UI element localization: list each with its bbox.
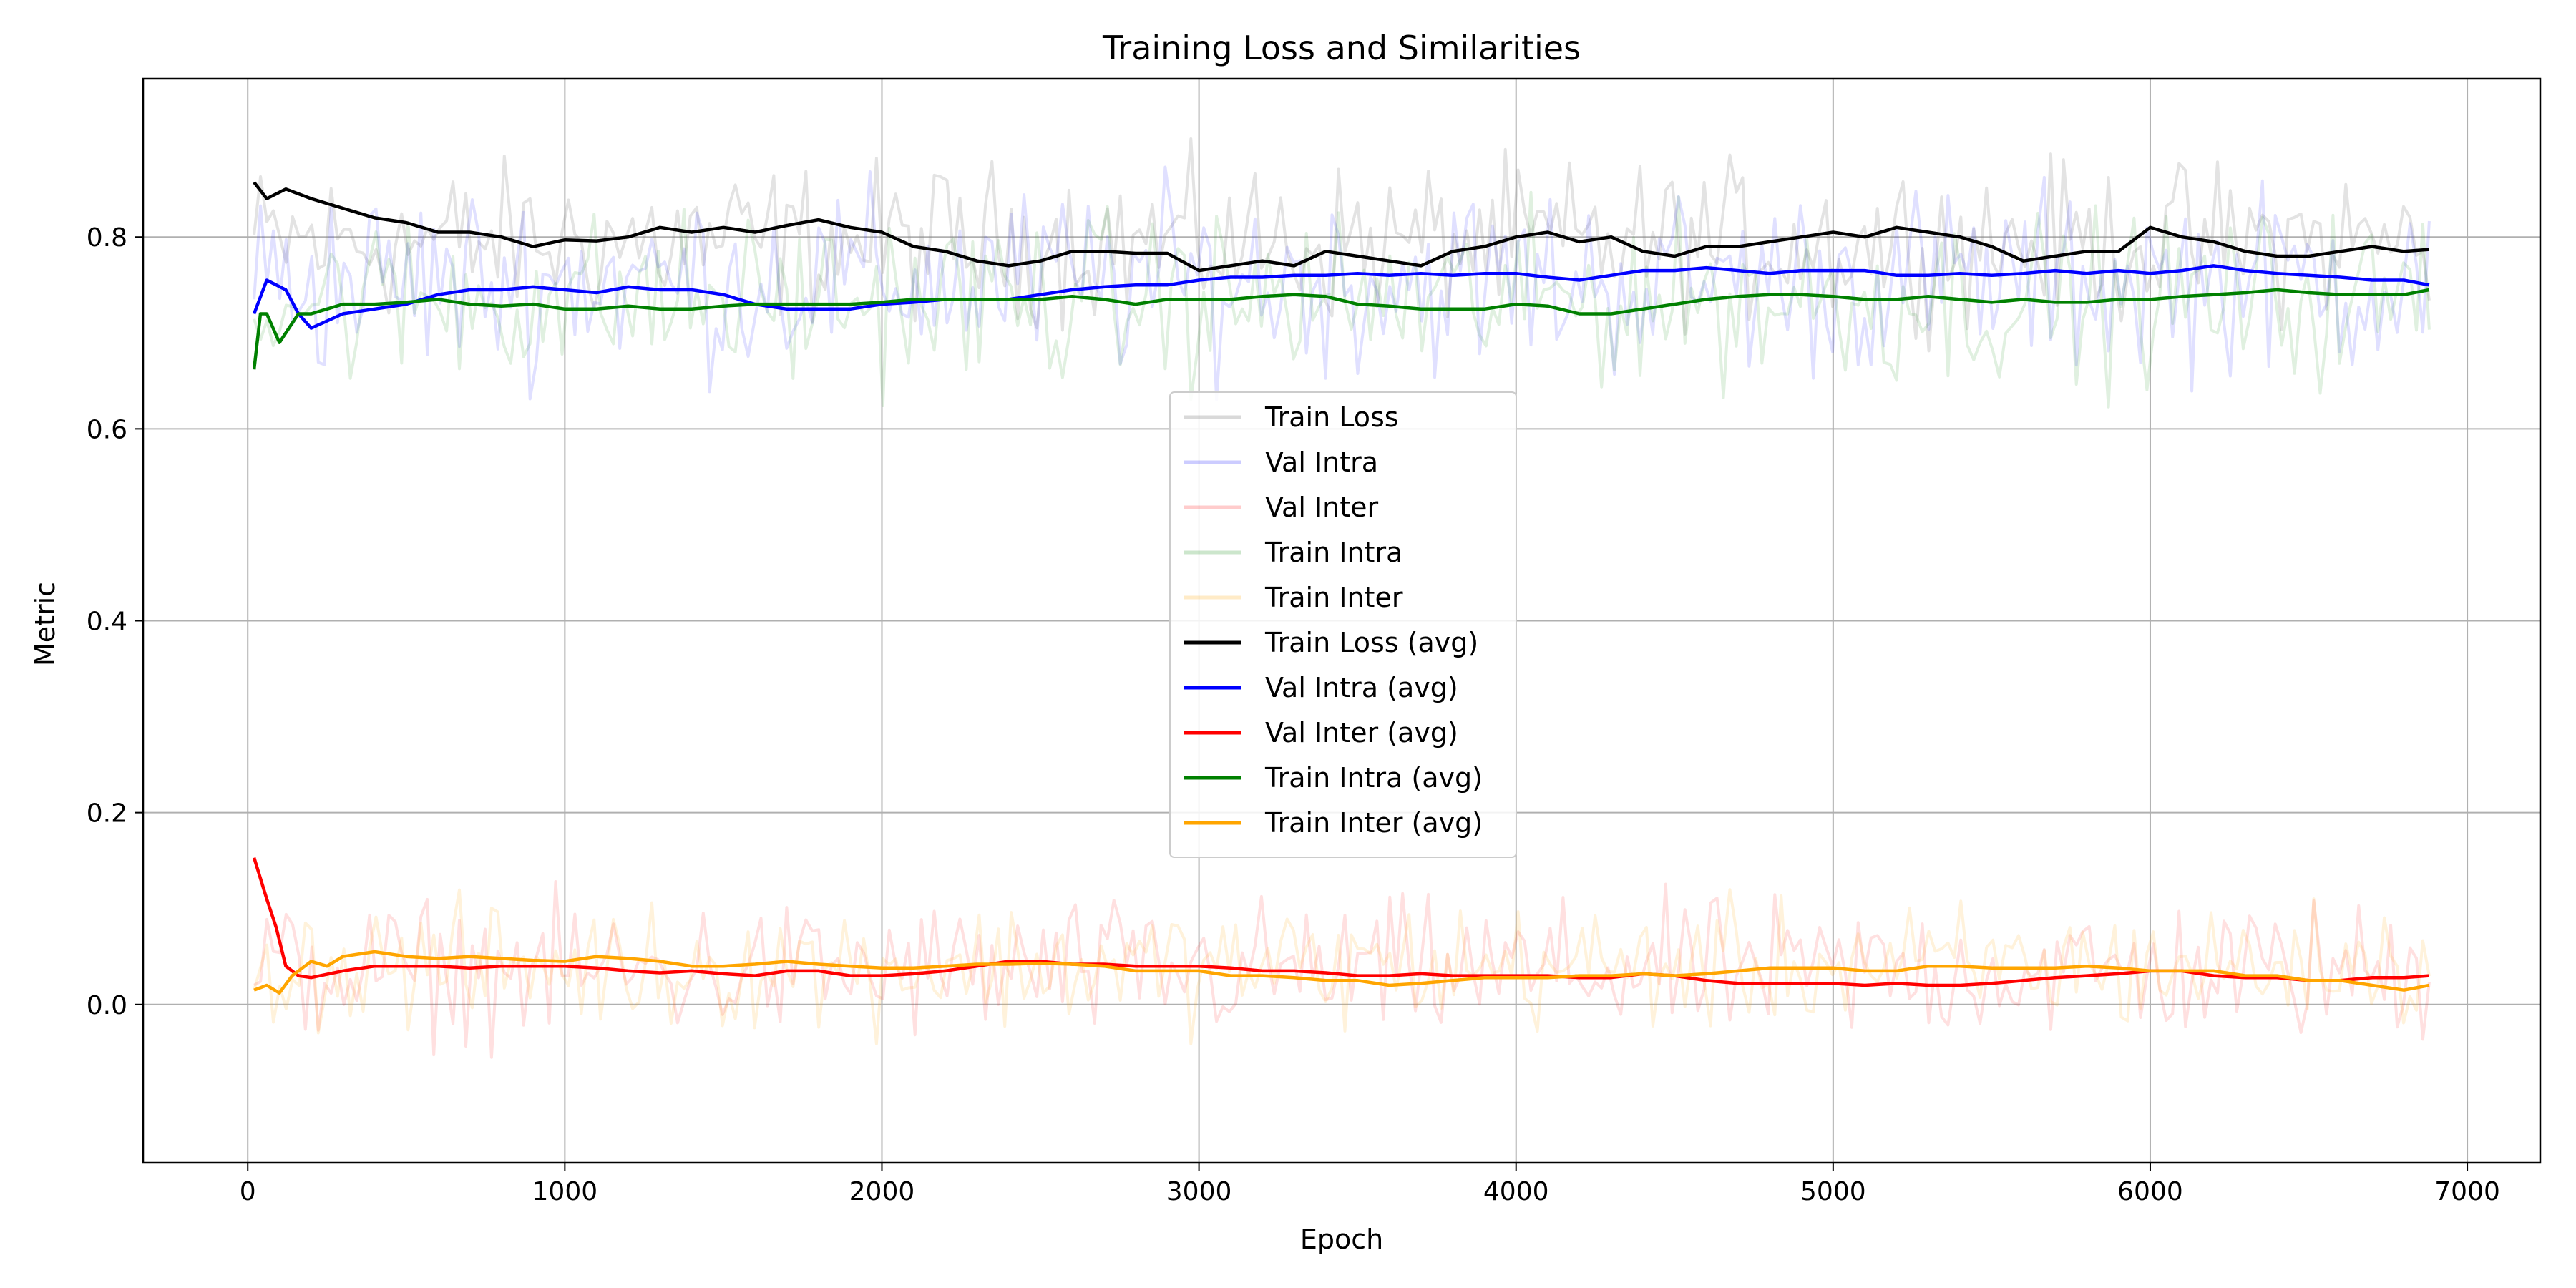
x-tick-label: 0: [240, 1177, 256, 1206]
x-tick-label: 2000: [849, 1177, 915, 1206]
legend-label: Val Inter (avg): [1265, 717, 1458, 748]
legend: Train Loss Val Intra Val Inter Train Intra T…: [1169, 391, 1517, 858]
ticks: 0 1000 2000 3000 4000 5000 6000 7000 0.0 0.2 0.4 0.…: [87, 223, 2500, 1206]
avg-series-line: [252, 288, 2430, 370]
x-tick-label: 7000: [2434, 1177, 2500, 1206]
y-tick-label: 0.2: [87, 799, 127, 829]
y-tick-label: 0.4: [87, 608, 127, 637]
y-tick-label: 0.0: [87, 991, 127, 1020]
x-tick-label: 1000: [532, 1177, 598, 1206]
avg-series-line: [252, 857, 2430, 987]
y-tick-label: 0.6: [87, 415, 127, 444]
legend-label: Val Intra: [1265, 447, 1378, 478]
x-tick-label: 4000: [1483, 1177, 1549, 1206]
raw-series-layer: [253, 137, 2431, 1059]
legend-label: Train Loss: [1264, 401, 1399, 433]
avg-series-line: [253, 950, 2430, 995]
legend-label: Train Inter (avg): [1264, 807, 1483, 839]
avg-series-layer: [252, 181, 2430, 995]
legend-label: Train Intra (avg): [1264, 762, 1483, 794]
chart-title: Training Loss and Similarities: [1102, 29, 1581, 67]
y-axis-label: Metric: [29, 582, 61, 666]
x-tick-label: 5000: [1800, 1177, 1866, 1206]
x-axis-label: Epoch: [1300, 1224, 1383, 1255]
legend-label: Train Loss (avg): [1264, 627, 1478, 658]
legend-label: Val Inter: [1265, 492, 1379, 523]
raw-series-line: [253, 880, 2431, 1059]
legend-box: [1169, 391, 1517, 858]
raw-series-line: [253, 137, 2431, 353]
raw-series-line: [253, 165, 2431, 401]
avg-series-line: [253, 181, 2430, 273]
x-tick-label: 6000: [2117, 1177, 2183, 1206]
y-tick-label: 0.8: [87, 223, 127, 253]
legend-label: Train Inter: [1264, 582, 1403, 613]
raw-series-line: [253, 888, 2431, 1045]
avg-series-line: [252, 264, 2430, 330]
legend-label: Val Intra (avg): [1265, 672, 1458, 703]
legend-label: Train Intra: [1264, 537, 1402, 568]
x-tick-label: 3000: [1166, 1177, 1232, 1206]
